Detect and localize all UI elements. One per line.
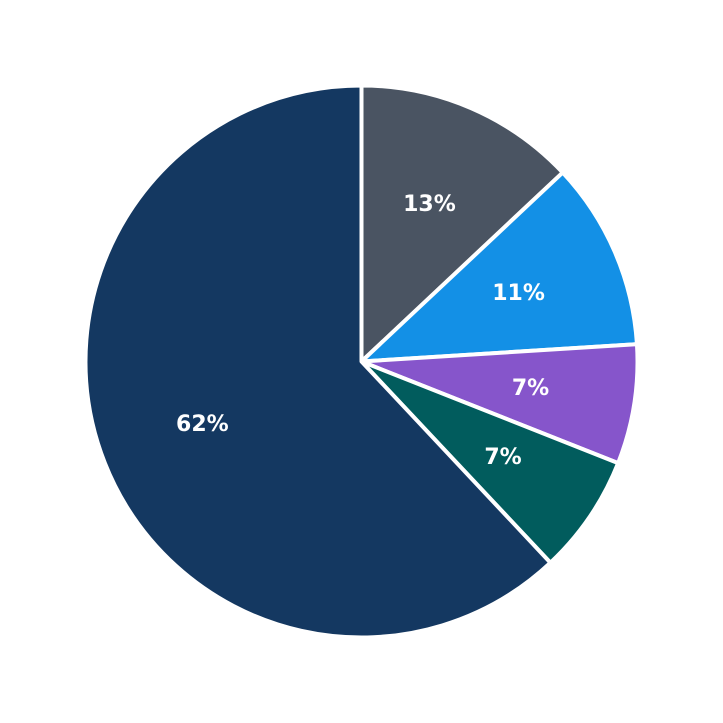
pie-slice-label-1: 11%: [492, 281, 545, 306]
pie-slices: [83, 83, 640, 640]
pie-slice-label-2: 7%: [512, 376, 549, 401]
pie-slice-3: [359, 359, 621, 565]
pie-slice-2: [359, 342, 640, 466]
pie-slice-1: [359, 170, 639, 364]
pie-slice-label-0: 13%: [403, 192, 456, 217]
pie-labels: 13% 11% 7% 7% 62%: [176, 192, 549, 470]
pie-slice-4: [83, 83, 553, 640]
pie-slice-label-4: 62%: [176, 412, 229, 437]
pie-slice-0: [359, 83, 565, 364]
pie-slice-label-3: 7%: [484, 445, 521, 470]
